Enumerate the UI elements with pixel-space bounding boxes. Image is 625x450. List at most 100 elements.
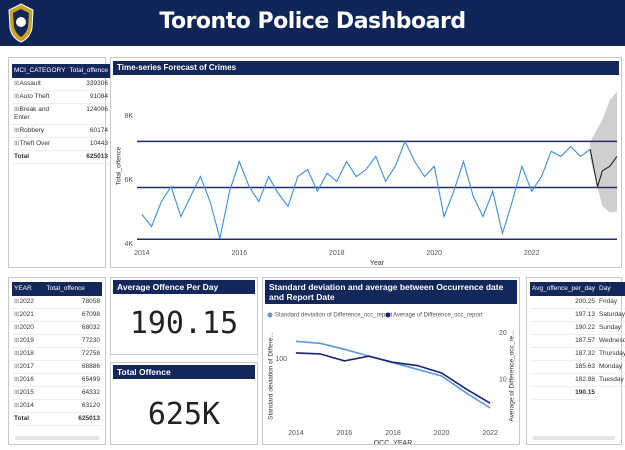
cell: 187.32 [530, 347, 598, 361]
cell: 60174 [67, 124, 110, 138]
series-line [295, 352, 491, 404]
cell: 78058 [44, 296, 102, 309]
day-panel: Avg_offence_per_day Day 200.25 Friday 197.13… [526, 277, 625, 445]
cell: Auto Theft [12, 90, 68, 104]
legend-label: Standard deviation of Difference_occ_rep… [275, 313, 393, 319]
cell: Theft Over [12, 137, 68, 151]
cell: 2021 [12, 308, 45, 322]
x-tick-label: 2016 [232, 250, 248, 257]
forecast-chart: 4K 6K 8K 2014 2016 2018 2020 2022 Year Total_offe… [116, 91, 618, 267]
y-tick-label: 100 [275, 356, 287, 363]
cell: 10443 [67, 137, 110, 151]
cell: 2022 [12, 296, 45, 309]
year-panel: YEARTotal_offence20227805820216709820206… [8, 277, 106, 445]
cell: 77230 [44, 334, 102, 348]
cell: 65499 [44, 373, 102, 387]
column-header: Avg_offence_per_day [530, 282, 598, 296]
std-panel: Standard deviation and average between O… [262, 277, 520, 445]
column-header: Total_offence [44, 282, 102, 296]
legend-label: Average of Difference_occ_report [393, 313, 483, 319]
x-tick-label: 2018 [329, 250, 345, 257]
legend-marker [385, 312, 391, 318]
panel-title: Time-series Forecast of Crimes [113, 61, 619, 75]
cell: 2016 [12, 373, 45, 387]
table: MCI_CATEGORYTotal_offenceAssault339306Au… [12, 64, 110, 164]
y-axis-title: Standard deviation of Differe... [268, 332, 275, 420]
cell: Saturday [597, 308, 625, 322]
row: 182.88 Tuesday [530, 373, 625, 387]
total-cell: 625013 [44, 412, 102, 426]
x-axis-title: Year [370, 260, 385, 267]
row: 190.22 Sunday [530, 321, 625, 335]
cell: Robbery [12, 124, 68, 138]
row: 200.25 Friday [530, 296, 625, 309]
cell: 187.57 [530, 334, 598, 348]
table: YEARTotal_offence20227805820216709820206… [12, 282, 102, 426]
x-tick-label: 2022 [524, 250, 540, 257]
y-axis-title: Total_offence [116, 146, 123, 185]
card-title: Average Offence Per Day [113, 280, 255, 294]
total-row: 190.15 [530, 386, 625, 400]
column-header: MCI_CATEGORY [12, 64, 68, 78]
logo [8, 3, 34, 43]
avg-card: Average Offence Per Day 190.15 [110, 277, 258, 355]
legend-marker [267, 312, 273, 318]
scrollbar[interactable] [533, 436, 615, 440]
cell: 68032 [44, 321, 102, 335]
x-tick-label: 2016 [337, 430, 353, 437]
cell: 339306 [67, 78, 110, 91]
row: 185.63 Monday [530, 360, 625, 374]
column-header: Total_offence [67, 64, 110, 78]
panel-title: Standard deviation and average between O… [265, 280, 517, 304]
total-card: Total Offence 625K [110, 362, 258, 445]
x-tick-label: 2020 [434, 430, 450, 437]
y-tick-label: 4K [124, 241, 133, 248]
forecast-band [590, 91, 617, 213]
cell: Friday [597, 296, 625, 309]
x-tick-label: 2014 [288, 430, 304, 437]
total-cell: Total [12, 150, 68, 164]
x-tick-label: 2014 [134, 250, 150, 257]
y2-axis-title: Average of Difference_occ_re... [509, 330, 516, 421]
column-header: Day [597, 282, 625, 296]
column-header: YEAR [12, 282, 45, 296]
header-row: YEAR Total_offence [12, 282, 102, 296]
cell: 2018 [12, 347, 45, 361]
total-row: Total 625013 [12, 150, 110, 164]
y2-tick-label: 20 [499, 330, 507, 337]
cell: Tuesday [597, 373, 625, 387]
cell: Monday [597, 360, 625, 374]
cell: 68886 [44, 360, 102, 374]
series-line [141, 139, 591, 239]
cell: 2017 [12, 360, 45, 374]
cell: 124006 [67, 103, 110, 125]
cell: 185.63 [530, 360, 598, 374]
y-tick-label: 6K [124, 177, 133, 184]
x-tick-label: 2018 [385, 430, 401, 437]
dashboard-title: Toronto Police Dashboard [159, 9, 466, 34]
x-tick-label: 2022 [482, 430, 498, 437]
total-cell: Total [12, 412, 45, 426]
y-tick-label: 8K [124, 113, 133, 120]
title-bar: Toronto Police Dashboard [0, 0, 625, 46]
cell: Break and Enter [12, 103, 68, 125]
cell: Thursday [597, 347, 625, 361]
total-cell: 190.15 [530, 386, 598, 400]
card-title: Total Offence [113, 365, 255, 379]
scrollbar[interactable] [15, 436, 99, 440]
row: 197.13 Saturday [530, 308, 625, 322]
